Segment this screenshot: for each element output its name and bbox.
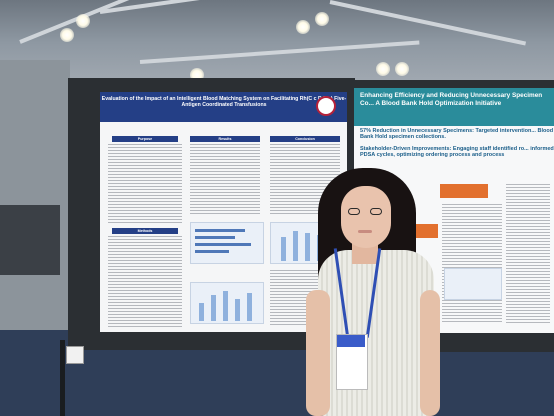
presenter-face (341, 186, 391, 248)
poster-right-title: Enhancing Efficiency and Reducing Unnece… (354, 88, 554, 126)
poster-left-title: Evaluation of the Impact of an Intellige… (100, 92, 348, 122)
text-block (442, 204, 502, 324)
bar-chart (190, 282, 264, 324)
distant-poster-board (0, 205, 60, 275)
presenter-arm (306, 290, 330, 416)
institution-logo (316, 96, 336, 116)
text-block (108, 144, 182, 224)
board-stand-leg (60, 340, 65, 416)
presenter-arm (420, 290, 440, 416)
bullet-2: Stakeholder-Driven Improvements: Engagin… (360, 146, 554, 158)
glasses-lens (348, 208, 360, 215)
section-header: Results (190, 136, 260, 142)
poster-left: Purpose Results Conclusion Methods (100, 92, 348, 332)
section-header: Conclusion (270, 136, 340, 142)
highlight-box (440, 184, 488, 198)
text-block (506, 184, 550, 324)
poster-right-bullets: 57% Reduction in Unnecessary Specimens: … (360, 128, 554, 158)
text-block (190, 144, 260, 214)
bullet-1: 57% Reduction in Unnecessary Specimens: … (360, 128, 554, 140)
line-chart (444, 268, 502, 300)
bar-chart (190, 222, 264, 264)
section-header: Methods (112, 228, 178, 234)
glasses-lens (370, 208, 382, 215)
board-number-sign (66, 346, 84, 364)
section-header: Purpose (112, 136, 178, 142)
name-badge-header (337, 335, 365, 347)
text-block (108, 236, 182, 328)
